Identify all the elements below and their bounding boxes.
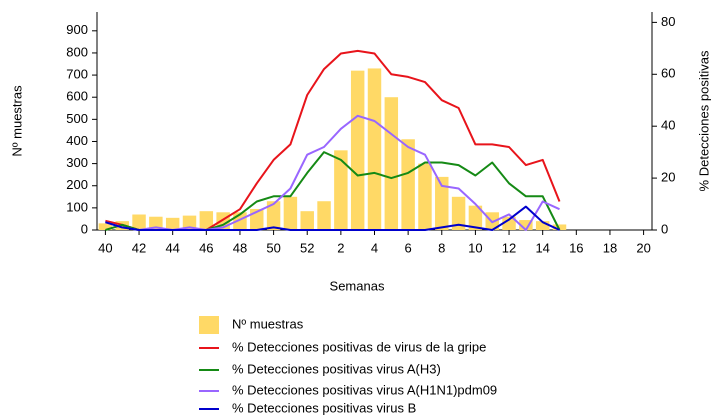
bar [535, 221, 550, 230]
bar [468, 205, 483, 230]
legend-swatch [199, 316, 219, 334]
y-tick-label: 0 [81, 221, 88, 236]
bar [132, 214, 146, 230]
x-tick-label: 16 [569, 240, 583, 255]
legend-label: % Detecciones positivas de virus de la g… [232, 339, 486, 354]
x-tick-label: 18 [603, 240, 617, 255]
bar [552, 224, 567, 230]
y2-tick-label: 0 [661, 221, 668, 236]
bar [266, 201, 281, 230]
bar [334, 150, 348, 230]
bar [384, 97, 399, 230]
bar [149, 216, 163, 230]
x-axis-title: Semanas [330, 278, 385, 293]
x-tick-label: 42 [132, 240, 146, 255]
bar [283, 196, 298, 230]
y-tick-label: 500 [66, 111, 88, 126]
x-tick-label: 12 [502, 240, 516, 255]
x-tick-label: 20 [636, 240, 650, 255]
y-tick-label: 800 [66, 44, 88, 59]
bar [317, 201, 331, 230]
x-tick-label: 4 [371, 240, 378, 255]
y2-tick-label: 60 [661, 66, 675, 81]
x-tick-label: 48 [233, 240, 247, 255]
x-tick-label: 40 [98, 240, 112, 255]
y-tick-label: 900 [66, 22, 88, 37]
line [105, 205, 560, 231]
bar [418, 163, 432, 230]
legend-label: Nº muestras [232, 316, 304, 331]
x-tick-label: 50 [266, 240, 280, 255]
y-tick-label: 700 [66, 67, 88, 82]
bar [451, 196, 466, 230]
y2-tick-label: 80 [661, 14, 675, 29]
bar [502, 216, 516, 230]
y2-tick-label: 20 [661, 170, 675, 185]
x-tick-label: 52 [300, 240, 314, 255]
line [105, 114, 560, 231]
y2-axis-title: % Detecciones positivas [696, 50, 711, 191]
y-tick-label: 100 [66, 199, 88, 214]
legend-label: % Detecciones positivas virus A(H3) [232, 361, 441, 376]
bar [165, 217, 180, 230]
bar [401, 139, 415, 230]
bar [98, 223, 113, 230]
line [105, 49, 561, 231]
y-axis-title: Nº muestras [9, 85, 24, 157]
bar [435, 176, 449, 230]
y-tick-label: 600 [66, 89, 88, 104]
bar [350, 70, 365, 230]
x-tick-label: 8 [438, 240, 445, 255]
x-tick-label: 10 [468, 240, 482, 255]
bar [300, 211, 314, 230]
y2-tick-label: 40 [661, 118, 675, 133]
bar [182, 215, 197, 230]
x-tick-label: 46 [199, 240, 213, 255]
x-tick-label: 6 [405, 240, 412, 255]
y-tick-label: 300 [66, 155, 88, 170]
x-tick-label: 14 [535, 240, 549, 255]
bar [199, 211, 214, 230]
bar [519, 220, 533, 230]
legend-label: % Detecciones positivas virus A(H1N1)pdm… [232, 382, 497, 397]
y-tick-label: 400 [66, 133, 88, 148]
legend-label: % Detecciones positivas virus B [232, 400, 416, 415]
y-tick-label: 200 [66, 177, 88, 192]
x-tick-label: 44 [165, 240, 179, 255]
bar [367, 68, 382, 230]
x-tick-label: 2 [337, 240, 344, 255]
